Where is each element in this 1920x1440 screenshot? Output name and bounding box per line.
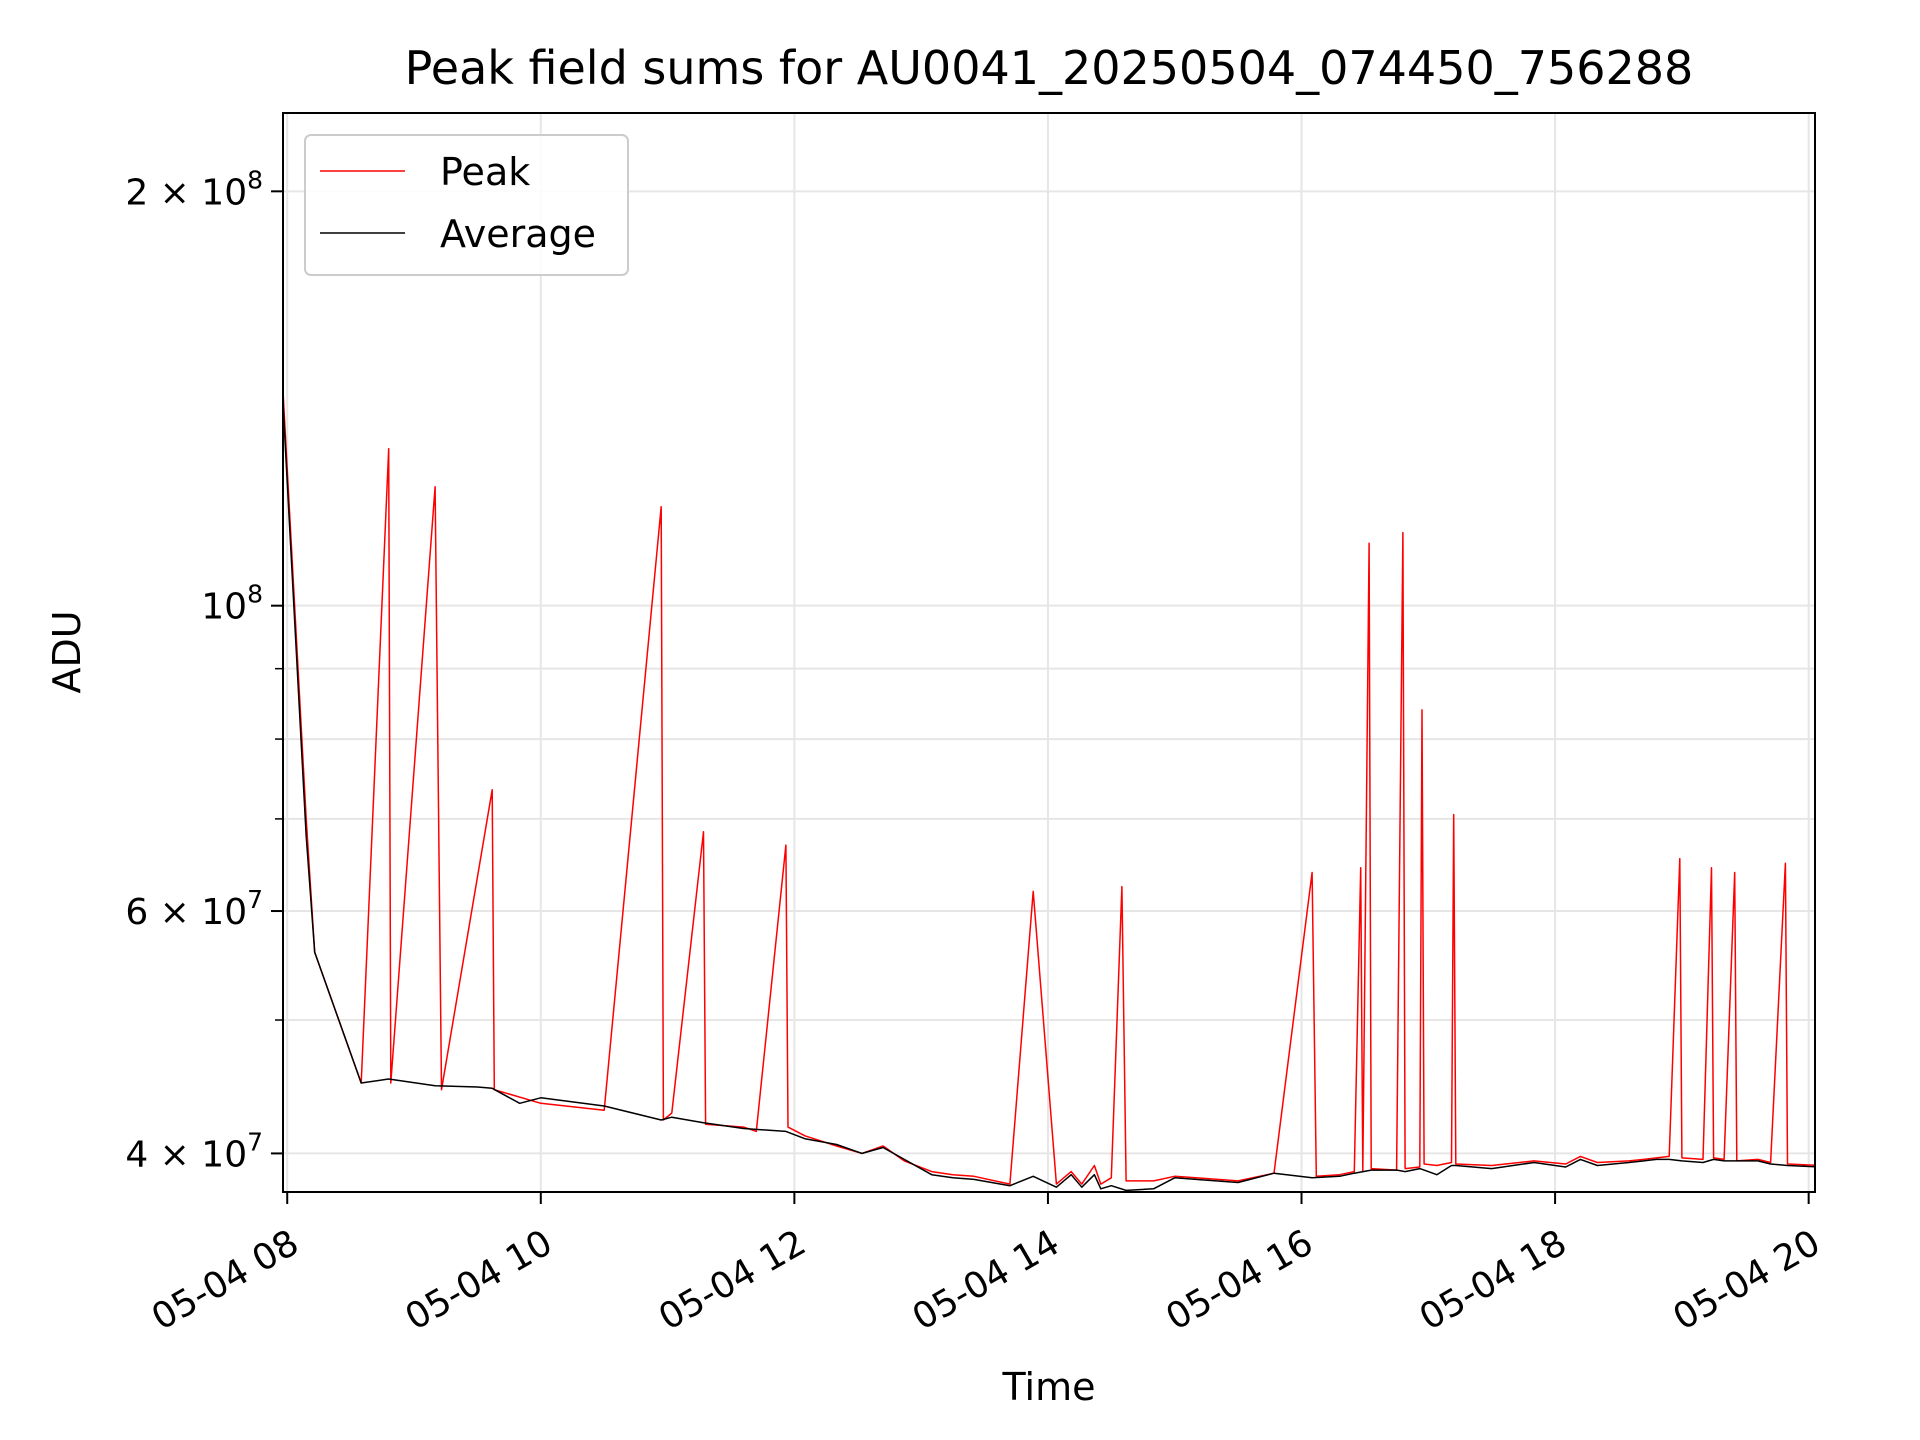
series-group <box>283 377 1815 1192</box>
plot-frame <box>282 112 1816 1193</box>
x-axis-label: Time <box>1002 1365 1096 1409</box>
y-tick-label: 6 × 107 <box>125 885 263 933</box>
y-tick-label: 108 <box>201 580 263 628</box>
y-tick-label: 2 × 108 <box>125 165 263 213</box>
legend: Peak Average <box>304 134 629 276</box>
y-tick-label: 4 × 107 <box>125 1127 263 1175</box>
legend-box <box>304 134 629 276</box>
y-axis-label: ADU <box>45 610 89 693</box>
legend-label-average: Average <box>440 212 596 256</box>
series-line-average <box>283 389 1815 1192</box>
legend-label-peak: Peak <box>440 150 530 194</box>
chart-title: Peak field sums for AU0041_20250504_0744… <box>405 41 1694 95</box>
